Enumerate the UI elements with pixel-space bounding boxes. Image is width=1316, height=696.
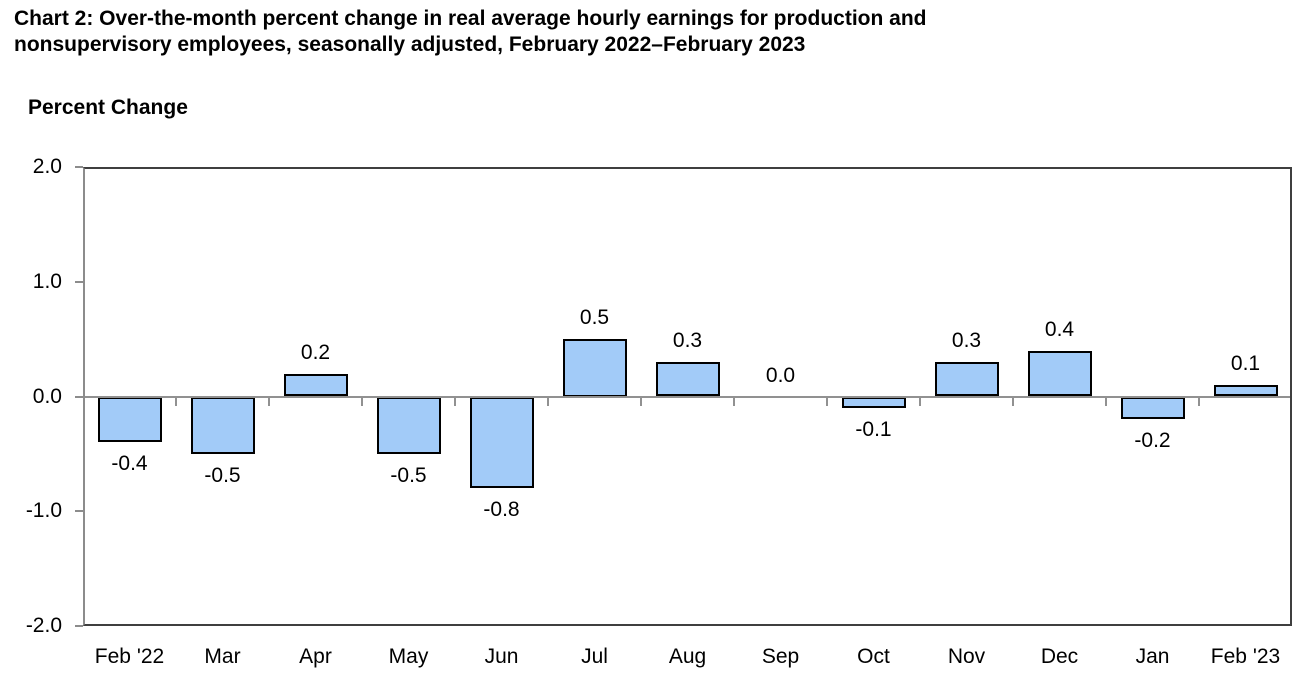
x-axis-tick — [1012, 397, 1014, 406]
x-axis-tick — [1105, 397, 1107, 406]
bar — [190, 396, 255, 454]
x-axis-tick — [268, 397, 270, 406]
bar — [841, 396, 906, 408]
bar — [562, 339, 627, 397]
y-axis-tick-label: 0.0 — [32, 384, 62, 408]
bar-value-label: 0.2 — [300, 340, 331, 364]
x-axis-tick — [919, 397, 921, 406]
x-axis-tick — [361, 397, 363, 406]
bar-value-label: 0.3 — [951, 329, 982, 353]
chart-title-line-2: nonsupervisory employees, seasonally adj… — [14, 33, 806, 56]
y-axis-tick-label: -1.0 — [25, 499, 62, 523]
zero-axis-line — [85, 395, 1290, 398]
bar-value-label: 0.4 — [1044, 317, 1075, 341]
bar — [1213, 385, 1278, 397]
bar-value-label: -0.8 — [483, 498, 520, 522]
x-axis-label: Jul — [581, 645, 608, 668]
bar — [469, 396, 534, 489]
y-axis-tick — [75, 625, 83, 627]
bar — [655, 362, 720, 397]
x-axis-label: Mar — [204, 645, 241, 668]
x-axis-label: Jun — [484, 645, 519, 668]
x-axis-tick — [826, 397, 828, 406]
bar — [934, 362, 999, 397]
bar-value-label: -0.5 — [204, 463, 241, 487]
x-axis-label: May — [388, 645, 429, 668]
x-axis-label: Oct — [857, 645, 890, 668]
y-axis-tick — [75, 510, 83, 513]
y-axis-tick-label: 1.0 — [32, 269, 62, 293]
x-axis-tick — [175, 397, 177, 406]
x-axis-tick — [454, 397, 456, 406]
x-axis-tick — [1198, 397, 1200, 406]
y-axis-title: Percent Change — [28, 96, 188, 119]
bar-value-label: 0.3 — [672, 329, 703, 353]
chart-title: Chart 2: Over-the-month percent change i… — [14, 6, 927, 58]
x-axis-label: Aug — [668, 645, 707, 668]
x-axis-label: Jan — [1135, 645, 1170, 668]
x-axis-label: Nov — [947, 645, 986, 668]
bar — [97, 396, 162, 443]
x-axis-tick — [733, 397, 735, 406]
bar — [1027, 350, 1092, 397]
y-axis-tick-label: 2.0 — [32, 155, 62, 178]
bar-value-label: 0.1 — [1230, 352, 1261, 376]
x-axis-label: Feb '22 — [94, 645, 165, 668]
y-axis-tick — [75, 280, 83, 283]
bar-value-label: -0.2 — [1134, 429, 1171, 453]
y-axis-tick — [75, 395, 83, 398]
bar — [376, 396, 441, 454]
x-axis-label: Sep — [761, 645, 800, 668]
bar — [283, 373, 348, 397]
x-axis-label: Apr — [299, 645, 332, 668]
x-axis-tick — [547, 397, 549, 406]
x-axis-label: Feb '23 — [1210, 645, 1281, 668]
y-axis-tick-label: -2.0 — [25, 614, 62, 637]
bar-value-label: -0.4 — [111, 452, 148, 476]
x-axis-tick — [640, 397, 642, 406]
y-axis-tick — [75, 166, 83, 168]
bar-value-label: -0.1 — [855, 417, 892, 441]
bar — [1120, 396, 1185, 420]
bar-value-label: 0.5 — [579, 306, 610, 330]
bar-value-label: 0.0 — [765, 363, 796, 387]
bar-value-label: -0.5 — [390, 463, 427, 487]
chart-title-line-1: Chart 2: Over-the-month percent change i… — [14, 7, 927, 30]
x-axis-label: Dec — [1040, 645, 1079, 668]
